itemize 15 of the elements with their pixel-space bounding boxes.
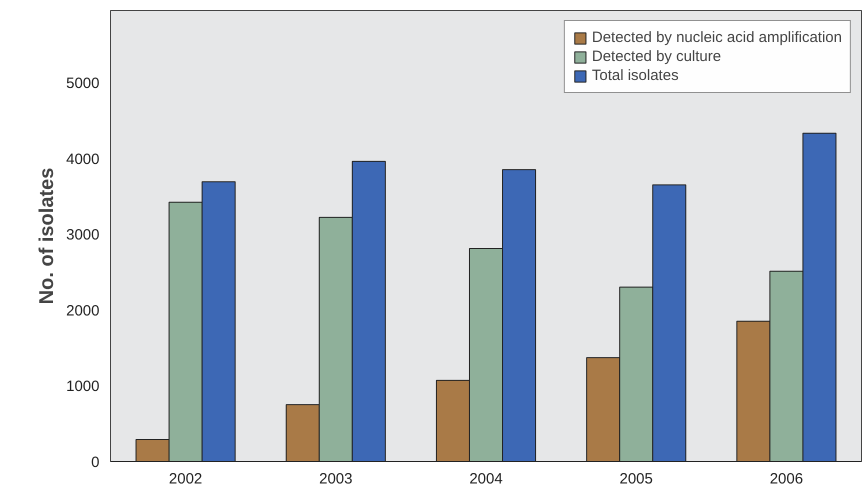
x-tick-label: 2002 <box>168 470 202 488</box>
x-tick-label: 2005 <box>620 470 653 488</box>
legend-label: Total isolates <box>592 67 679 84</box>
y-tick-label: 1000 <box>66 378 100 396</box>
legend-label: Detected by nucleic acid amplification <box>592 29 842 46</box>
x-tick-label: 2004 <box>469 470 503 488</box>
y-tick-label: 0 <box>91 454 100 471</box>
x-tick-label: 2003 <box>319 470 352 488</box>
legend-label: Detected by culture <box>592 48 722 65</box>
y-tick-label: 4000 <box>66 150 100 168</box>
y-tick-label: 3000 <box>66 226 100 244</box>
y-axis-title: No. of isolates <box>36 168 58 304</box>
y-tick-label: 2000 <box>66 302 100 320</box>
y-tick-label: 5000 <box>66 75 100 92</box>
x-tick-label: 2006 <box>770 470 804 488</box>
